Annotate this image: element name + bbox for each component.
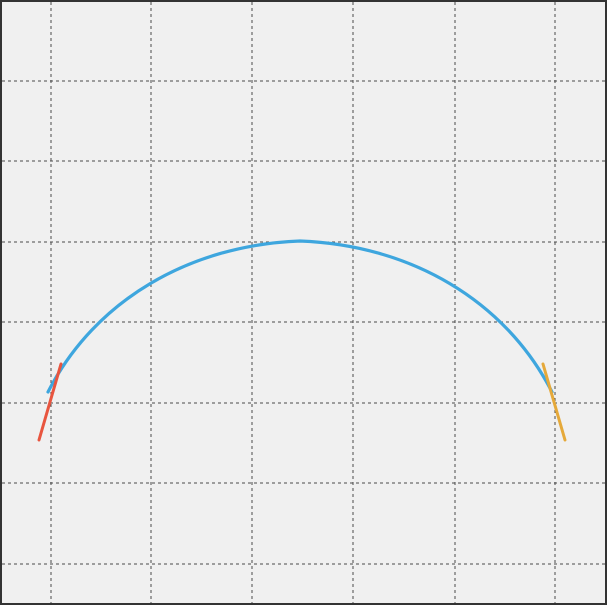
end-tangent-handle[interactable] xyxy=(541,362,567,442)
vertical-gridlines xyxy=(50,2,556,604)
arc-curve xyxy=(46,239,554,394)
start-tangent-handle[interactable] xyxy=(37,362,63,442)
